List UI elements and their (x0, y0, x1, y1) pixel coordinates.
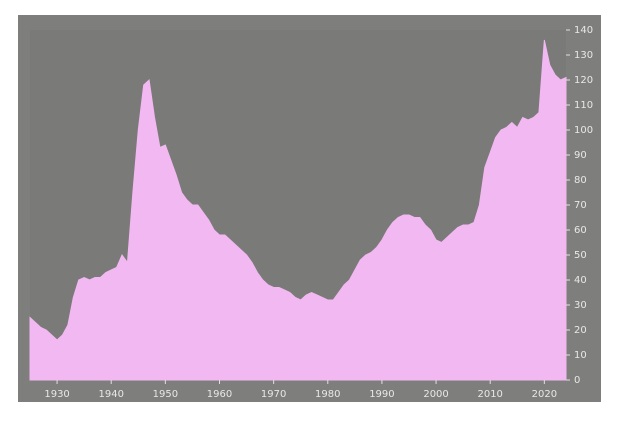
y-tick-label: 100 (574, 125, 593, 136)
y-tick-label: 10 (574, 350, 587, 361)
x-tick-label: 1990 (369, 389, 394, 400)
y-tick-label: 90 (574, 150, 587, 161)
y-tick-label: 70 (574, 200, 587, 211)
x-tick-label: 2010 (477, 389, 502, 400)
y-tick-label: 50 (574, 250, 587, 261)
y-tick-label: 0 (574, 375, 580, 386)
x-tick-label: 2000 (423, 389, 448, 400)
y-tick-label: 80 (574, 175, 587, 186)
y-tick-label: 40 (574, 275, 587, 286)
y-tick-label: 20 (574, 325, 587, 336)
x-tick-label: 2020 (532, 389, 557, 400)
y-tick-label: 130 (574, 50, 593, 61)
x-tick-label: 1940 (98, 389, 123, 400)
y-tick-label: 110 (574, 100, 593, 111)
y-tick-label: 120 (574, 75, 593, 86)
x-tick-label: 1930 (44, 389, 69, 400)
y-tick-label: 60 (574, 225, 587, 236)
y-tick-label: 30 (574, 300, 587, 311)
x-tick-label: 1950 (153, 389, 178, 400)
area (29, 39, 567, 381)
x-tick-label: 1960 (207, 389, 232, 400)
x-tick-label: 1970 (261, 389, 286, 400)
y-tick-label: 140 (574, 25, 593, 36)
x-tick-label: 1980 (315, 389, 340, 400)
